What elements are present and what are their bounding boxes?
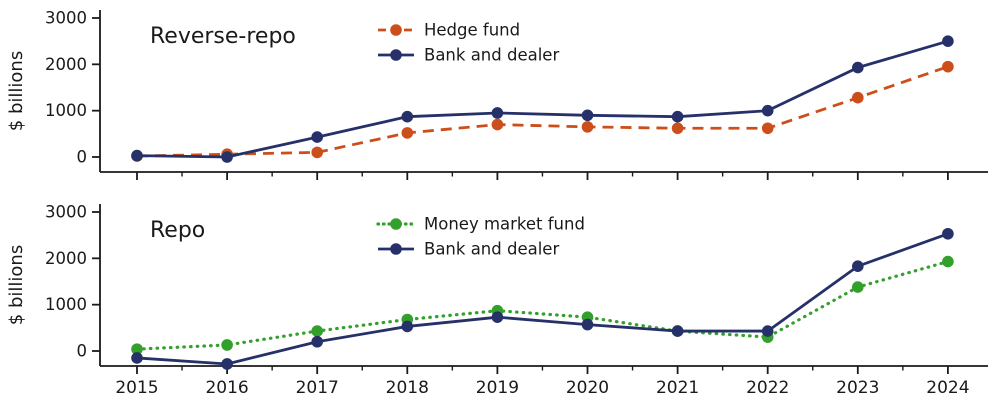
y-tick-label: 1000 — [45, 295, 87, 314]
data-point-bank-and-dealer — [311, 131, 324, 143]
y-axis-label: $ billions — [6, 245, 27, 325]
data-point-money-market-fund — [942, 255, 954, 268]
data-point-money-market-fund — [221, 339, 233, 351]
data-point-money-market-fund — [852, 281, 864, 293]
data-point-hedge-fund — [852, 91, 864, 104]
data-point-bank-and-dealer — [581, 109, 594, 122]
legend-label: Bank and dealer — [424, 240, 559, 259]
data-point-bank-and-dealer — [401, 110, 414, 123]
x-tick-label: 2017 — [296, 378, 339, 398]
panel-repo: 0 1000 2000 3000 2015 2016 2017 2018 2019 2020 202… — [6, 203, 988, 398]
data-point-hedge-fund — [942, 60, 954, 73]
x-tick-label: 2015 — [115, 378, 158, 398]
legend-marker-bank-and-dealer — [390, 49, 402, 61]
legend-marker-hedge-fund — [390, 24, 402, 36]
series-line-bank-and-dealer — [136, 39, 949, 159]
data-point-hedge-fund — [401, 127, 414, 139]
data-point-bank-and-dealer — [131, 149, 143, 162]
data-point-bank-and-dealer — [581, 318, 594, 331]
legend-label: Money market fund — [424, 215, 585, 234]
data-point-bank-and-dealer — [942, 35, 954, 47]
y-tick-label: 1000 — [45, 101, 87, 120]
x-tick-label: 2021 — [656, 378, 699, 398]
series-line-money-market-fund — [135, 259, 950, 351]
legend-marker-money-market-fund — [390, 218, 402, 230]
data-point-bank-and-dealer — [671, 110, 684, 123]
data-point-money-market-fund — [131, 343, 143, 355]
y-axis-label: $ billions — [6, 51, 27, 131]
x-tick-label: 2019 — [476, 378, 519, 398]
x-tick-label: 2020 — [566, 378, 609, 398]
panel-reverse-repo: 0 1000 2000 3000 $ billions Reverse-repo Hedge… — [6, 9, 988, 180]
data-point-hedge-fund — [581, 121, 594, 133]
data-point-bank-and-dealer — [491, 311, 504, 323]
legend-marker-bank-and-dealer — [390, 243, 402, 255]
series-line-bank-and-dealer — [136, 232, 949, 366]
x-tick-label: 2023 — [836, 378, 879, 398]
data-point-hedge-fund — [671, 122, 684, 135]
data-point-bank-and-dealer — [311, 335, 324, 348]
x-tick-label: 2018 — [386, 378, 429, 398]
data-point-bank-and-dealer — [761, 104, 774, 117]
y-tick-label: 2000 — [45, 249, 87, 268]
data-point-hedge-fund — [311, 146, 324, 159]
series-line-hedge-fund — [136, 65, 949, 158]
x-tick-label: 2016 — [205, 378, 248, 398]
data-point-bank-and-dealer — [221, 358, 233, 370]
y-tick-label: 3000 — [45, 9, 87, 28]
y-tick-label: 2000 — [45, 55, 87, 74]
legend-label: Hedge fund — [424, 21, 520, 40]
y-tick-label: 0 — [77, 148, 88, 167]
data-point-bank-and-dealer — [131, 352, 143, 364]
data-point-bank-and-dealer — [491, 107, 504, 119]
x-tick-label: 2024 — [926, 378, 969, 398]
data-point-bank-and-dealer — [852, 260, 864, 273]
legend-label: Bank and dealer — [424, 46, 559, 65]
x-tick-label: 2022 — [746, 378, 789, 398]
data-point-hedge-fund — [491, 118, 504, 131]
data-point-bank-and-dealer — [401, 320, 414, 333]
data-point-bank-and-dealer — [221, 151, 233, 163]
y-tick-label: 0 — [77, 342, 88, 361]
y-tick-label: 3000 — [45, 203, 87, 222]
data-point-bank-and-dealer — [852, 61, 864, 74]
data-point-bank-and-dealer — [761, 325, 774, 337]
panel-title: Reverse-repo — [150, 24, 296, 49]
data-point-bank-and-dealer — [671, 325, 684, 337]
data-point-money-market-fund — [311, 325, 324, 337]
data-point-hedge-fund — [761, 122, 774, 135]
panel-title: Repo — [150, 218, 205, 243]
data-point-bank-and-dealer — [942, 227, 954, 240]
